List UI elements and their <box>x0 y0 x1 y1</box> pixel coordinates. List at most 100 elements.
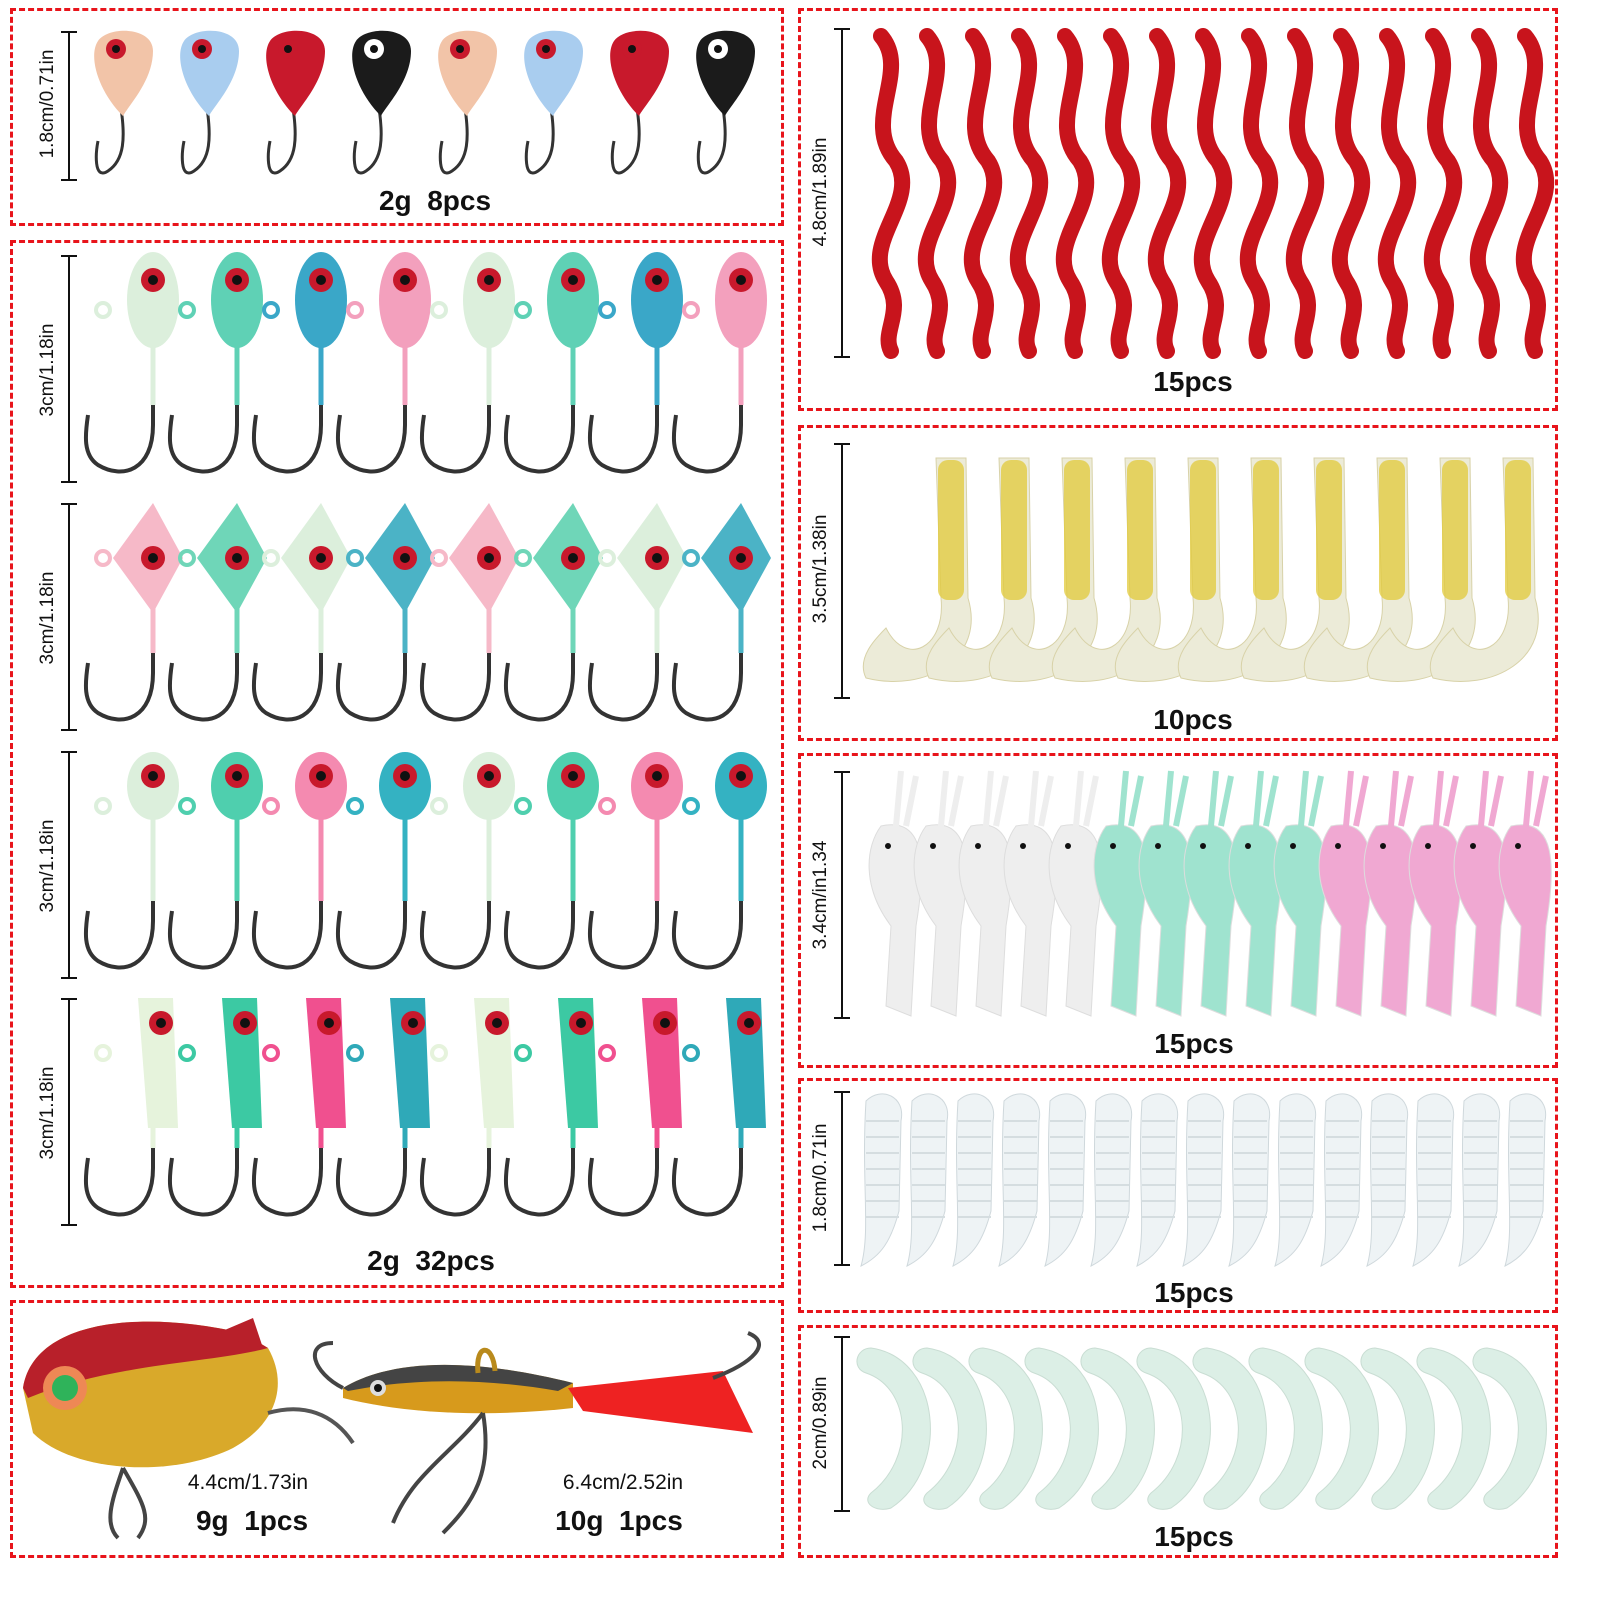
ice-jig <box>180 30 239 175</box>
worm <box>1055 28 1095 359</box>
jig-head <box>587 752 683 970</box>
ice-jig <box>266 30 325 175</box>
jig-head <box>671 752 767 970</box>
larva <box>860 1093 903 1267</box>
jig-head <box>419 752 515 970</box>
jig-head <box>251 503 351 722</box>
shrimp <box>1183 770 1237 1017</box>
panel-worms: 4.8cm/1.89in 15pcs <box>798 8 1558 411</box>
dimension-label: 3cm/1.18in <box>37 323 58 417</box>
dimension-label: 3cm/1.18in <box>37 571 58 665</box>
shrimp <box>1273 770 1327 1017</box>
grub <box>925 457 1035 682</box>
larva-images <box>860 1093 1547 1267</box>
jig-head <box>587 503 687 722</box>
ice-jig <box>94 30 153 175</box>
count-label: 2g 32pcs <box>367 1245 495 1276</box>
panel-hard-baits: 4.4cm/1.73in 9g 1pcs 6.4cm/2.52in 10g 1p… <box>10 1300 784 1558</box>
jig-head <box>587 252 683 474</box>
count-label: 10pcs <box>1153 704 1233 735</box>
hard-bait-images <box>23 1318 761 1540</box>
jig-head <box>83 503 183 722</box>
jig-head <box>419 252 515 474</box>
jig-head <box>503 752 599 970</box>
maggot-images <box>856 1347 1547 1510</box>
ice-jig <box>696 30 755 175</box>
grub <box>1366 457 1476 682</box>
count-label: 2g 8pcs <box>378 185 492 216</box>
dimension-line <box>834 1336 850 1512</box>
shrimp <box>1498 770 1552 1017</box>
panel-jig-heads: 3cm/1.18in 3cm/1.18in 3cm/1.18in 3cm/1.18in… <box>10 240 784 1288</box>
jig-head <box>671 252 767 474</box>
ice-jig <box>438 30 497 175</box>
worm <box>1239 28 1279 359</box>
jig-head <box>167 998 262 1217</box>
jig-head <box>335 252 431 474</box>
jig-head-images <box>83 252 771 1217</box>
jig-head <box>671 998 766 1217</box>
worm <box>1423 28 1463 359</box>
maggot <box>1472 1347 1547 1510</box>
ice-jig <box>610 30 669 175</box>
larva <box>1366 1093 1409 1267</box>
jig-head <box>503 252 599 474</box>
larva <box>952 1093 995 1267</box>
dimension-line <box>61 998 77 1226</box>
worm <box>1331 28 1371 359</box>
ice-jig-images <box>94 30 755 175</box>
worm <box>1101 28 1141 359</box>
panel-ice-jigs: 1.8cm/0.71in 2g 8pcs <box>10 8 784 226</box>
jig-head <box>251 998 346 1217</box>
count-label: 15pcs <box>1154 1028 1234 1059</box>
maggot <box>1192 1347 1267 1510</box>
larva <box>1182 1093 1225 1267</box>
worm <box>1515 28 1555 359</box>
count-label: 10g 1pcs <box>555 1505 683 1536</box>
dimension-label: 3cm/1.18in <box>37 1066 58 1160</box>
shrimp <box>1003 770 1057 1017</box>
dimension-line <box>834 28 850 358</box>
dimension-line <box>61 751 77 979</box>
worm <box>1469 28 1509 359</box>
dimension-label: 3cm/1.18in <box>37 819 58 913</box>
maggot <box>1024 1347 1099 1510</box>
shrimp <box>1228 770 1282 1017</box>
larva <box>1090 1093 1133 1267</box>
worm <box>871 28 911 359</box>
jig-head <box>251 252 347 474</box>
worm-images <box>871 28 1555 359</box>
jig-head <box>83 252 179 474</box>
maggot <box>1360 1347 1435 1510</box>
count-label: 15pcs <box>1153 366 1233 397</box>
grub <box>1429 457 1539 682</box>
maggot <box>856 1347 931 1510</box>
vib-lure-image <box>23 1318 355 1540</box>
panel-maggots: 2cm/0.89in 15pcs <box>798 1325 1558 1558</box>
maggot <box>1136 1347 1211 1510</box>
shrimp-images <box>868 770 1552 1017</box>
panel-shrimp: 3.4cm/in1.34 15pcs <box>798 753 1558 1068</box>
jig-head <box>419 503 519 722</box>
worm <box>1285 28 1325 359</box>
shrimp <box>913 770 967 1017</box>
larva <box>1136 1093 1179 1267</box>
larva <box>1458 1093 1501 1267</box>
maggot <box>1248 1347 1323 1510</box>
worm <box>963 28 1003 359</box>
grub <box>988 457 1098 682</box>
jig-head <box>167 252 263 474</box>
jig-head <box>419 998 514 1217</box>
dimension-line <box>834 1091 850 1266</box>
grub-images <box>862 457 1539 682</box>
size-label: 6.4cm/2.52in <box>562 1471 684 1494</box>
jig-head <box>587 998 682 1217</box>
shrimp <box>1138 770 1192 1017</box>
jig-head <box>503 998 598 1217</box>
shrimp <box>1453 770 1507 1017</box>
larva <box>1320 1093 1363 1267</box>
worm <box>917 28 957 359</box>
jig-head <box>167 752 263 970</box>
jig-head <box>335 503 435 722</box>
shrimp <box>868 770 922 1017</box>
